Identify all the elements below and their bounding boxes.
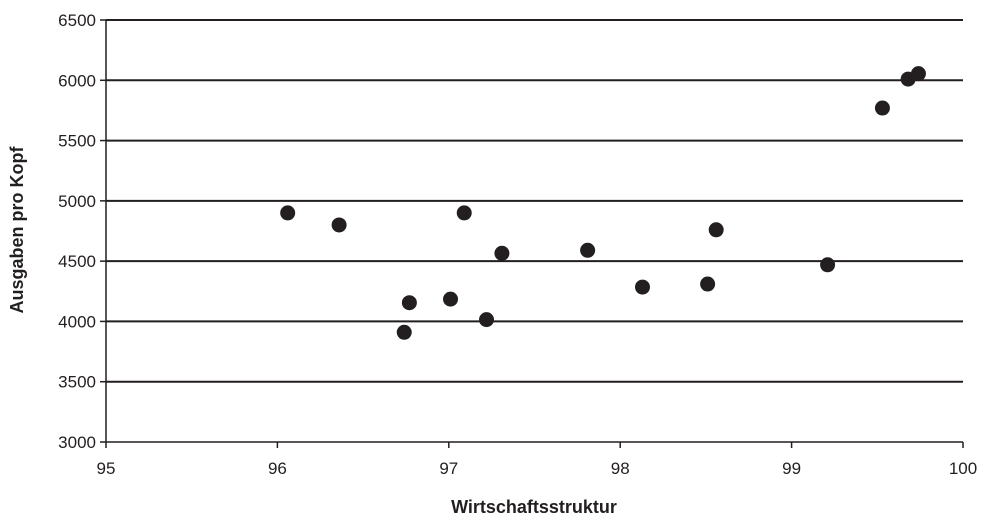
data-point	[910, 66, 926, 82]
x-axis-title: Wirtschaftsstruktur	[451, 497, 617, 517]
data-point	[479, 312, 495, 328]
data-point	[494, 245, 510, 261]
y-tick-label: 4000	[58, 312, 96, 331]
data-points	[280, 66, 926, 340]
y-tick-label: 3000	[58, 433, 96, 452]
data-point	[443, 291, 459, 307]
data-point	[456, 205, 472, 221]
tick-labels: 3000 3500 4000 4500 5000 5500 6000 6500 95 96 97 98…	[58, 11, 977, 478]
data-point	[874, 100, 890, 116]
x-tick-label: 99	[782, 459, 801, 478]
x-tick-label: 100	[949, 459, 977, 478]
data-point	[580, 242, 596, 258]
y-tick-label: 3500	[58, 373, 96, 392]
x-tick-label: 95	[97, 459, 116, 478]
y-tick-label: 6000	[58, 71, 96, 90]
data-point	[708, 222, 724, 238]
y-tick-label: 5500	[58, 132, 96, 151]
x-tick-label: 98	[611, 459, 630, 478]
y-axis-title: Ausgaben pro Kopf	[7, 146, 27, 314]
data-point	[280, 205, 296, 221]
data-point	[700, 276, 716, 292]
y-tick-label: 5000	[58, 192, 96, 211]
data-point	[634, 279, 650, 295]
y-tick-label: 4500	[58, 252, 96, 271]
axes	[100, 19, 964, 448]
data-point	[820, 257, 836, 273]
data-point	[396, 324, 412, 340]
data-point	[331, 217, 347, 233]
x-tick-label: 96	[268, 459, 287, 478]
y-tick-label: 6500	[58, 11, 96, 30]
x-tick-label: 97	[439, 459, 458, 478]
data-point	[401, 295, 417, 311]
grid-lines	[106, 19, 963, 383]
